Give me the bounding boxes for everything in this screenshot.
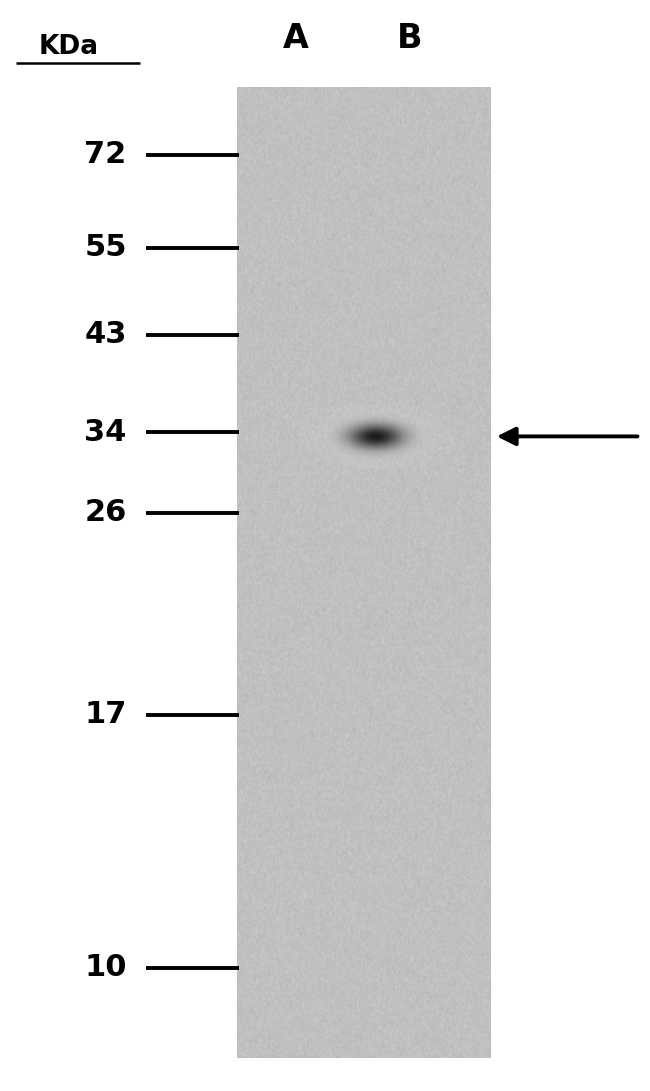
Text: 34: 34: [84, 418, 127, 446]
Text: 26: 26: [84, 499, 127, 527]
Text: 55: 55: [84, 233, 127, 262]
Text: 17: 17: [84, 700, 127, 729]
Text: 43: 43: [84, 321, 127, 349]
Bar: [237, 87, 491, 1058]
Text: A: A: [283, 22, 309, 55]
Text: B: B: [396, 22, 422, 55]
Text: 72: 72: [84, 141, 127, 169]
FancyArrowPatch shape: [501, 429, 638, 444]
Text: KDa: KDa: [38, 34, 98, 60]
Text: 10: 10: [84, 954, 127, 982]
